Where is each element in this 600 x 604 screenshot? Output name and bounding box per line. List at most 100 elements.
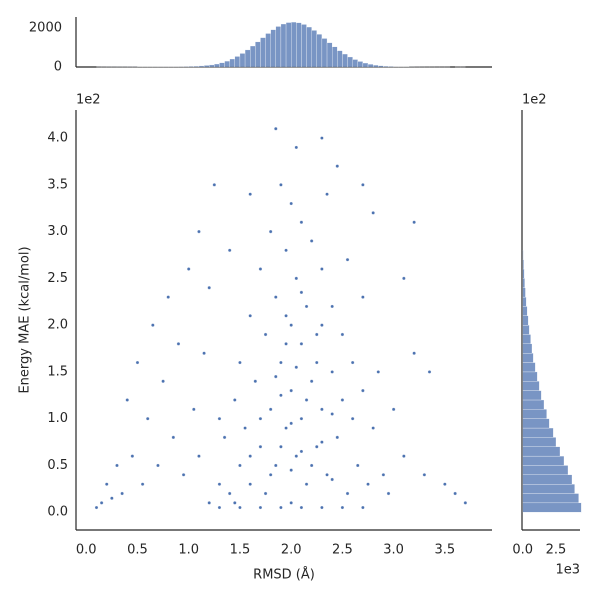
hist-bar bbox=[353, 60, 358, 68]
scatter-point bbox=[264, 333, 267, 336]
scatter-point bbox=[172, 436, 175, 439]
y-tick-label: 0.5 bbox=[47, 458, 68, 473]
x-tick-label: 2.0 bbox=[281, 543, 302, 558]
scatter-point bbox=[320, 408, 323, 411]
right-hist-x-offset-label: 1e3 bbox=[555, 563, 580, 578]
hist-bar bbox=[337, 51, 342, 67]
y-tick-label: 0 bbox=[54, 60, 62, 75]
scatter-point bbox=[310, 464, 313, 467]
scatter-point bbox=[300, 450, 303, 453]
scatter-point bbox=[310, 380, 313, 383]
y-tick-label: 2.5 bbox=[47, 271, 68, 286]
hist-bar bbox=[250, 46, 255, 67]
scatter-point bbox=[351, 361, 354, 364]
scatter-point bbox=[315, 333, 318, 336]
scatter-point bbox=[167, 295, 170, 298]
scatter-point bbox=[121, 492, 124, 495]
scatter-point bbox=[361, 506, 364, 509]
y-tick-label: 2.0 bbox=[47, 318, 68, 333]
hist-bar bbox=[194, 66, 199, 67]
scatter-point bbox=[300, 506, 303, 509]
hist-bar bbox=[332, 47, 337, 67]
scatter-point bbox=[356, 464, 359, 467]
scatter-point bbox=[331, 412, 334, 415]
hist-bar bbox=[368, 64, 373, 67]
scatter-point bbox=[279, 183, 282, 186]
hist-bar bbox=[245, 50, 250, 67]
scatter-point bbox=[284, 249, 287, 252]
scatter-point bbox=[218, 506, 221, 509]
scatter-point bbox=[233, 501, 236, 504]
hist-bar bbox=[358, 61, 363, 67]
hist-bar bbox=[523, 428, 554, 437]
scatter-point bbox=[238, 506, 241, 509]
scatter-point bbox=[366, 483, 369, 486]
y-axis-label: Energy MAE (kcal/mol) bbox=[18, 246, 33, 393]
scatter-point bbox=[259, 267, 262, 270]
hist-bar bbox=[255, 42, 260, 67]
hist-bar bbox=[523, 288, 526, 297]
hist-bar bbox=[286, 23, 291, 67]
y-offset-label: 1e2 bbox=[76, 93, 101, 108]
scatter-point bbox=[238, 464, 241, 467]
scatter-point bbox=[264, 492, 267, 495]
scatter-point bbox=[454, 492, 457, 495]
scatter-point bbox=[223, 436, 226, 439]
scatter-point bbox=[413, 221, 416, 224]
scatter-point bbox=[310, 239, 313, 242]
scatter-point bbox=[218, 483, 221, 486]
y-tick-label: 1.0 bbox=[47, 411, 68, 426]
scatter-point bbox=[361, 295, 364, 298]
y-tick-label: 4.0 bbox=[47, 131, 68, 146]
x-axis-label: RMSD (Å) bbox=[253, 567, 315, 583]
hist-bar bbox=[327, 43, 332, 67]
scatter-point bbox=[274, 295, 277, 298]
hist-bar bbox=[307, 27, 312, 67]
hist-bar bbox=[523, 372, 538, 381]
hist-bar bbox=[523, 363, 536, 372]
y-tick-label: 3.5 bbox=[47, 177, 68, 192]
scatter-point bbox=[464, 501, 467, 504]
scatter-point bbox=[238, 361, 241, 364]
scatter-point bbox=[274, 375, 277, 378]
hist-bar bbox=[523, 297, 527, 306]
scatter-point bbox=[320, 506, 323, 509]
hist-bar bbox=[230, 59, 235, 67]
scatter-point bbox=[131, 455, 134, 458]
hist-bar bbox=[322, 38, 327, 67]
y-tick-label: 2000 bbox=[29, 20, 62, 35]
scatter-point bbox=[187, 267, 190, 270]
scatter-point bbox=[279, 506, 282, 509]
scatter-point bbox=[290, 501, 293, 504]
hist-bar bbox=[523, 503, 582, 512]
scatter-point bbox=[428, 370, 431, 373]
scatter-point bbox=[279, 361, 282, 364]
hist-bar bbox=[523, 306, 528, 315]
scatter-point bbox=[249, 483, 252, 486]
scatter-point bbox=[402, 277, 405, 280]
hist-bar bbox=[523, 400, 544, 409]
hist-bar bbox=[523, 475, 572, 484]
hist-bar bbox=[389, 66, 394, 67]
scatter-point bbox=[115, 464, 118, 467]
x-tick-label: 0.0 bbox=[512, 543, 533, 558]
y-tick-label: 0.0 bbox=[47, 505, 68, 520]
scatter-point bbox=[177, 342, 180, 345]
hist-bar bbox=[523, 437, 556, 446]
hist-bar bbox=[523, 260, 524, 269]
scatter-point bbox=[290, 389, 293, 392]
scatter-point bbox=[341, 333, 344, 336]
scatter-point bbox=[279, 394, 282, 397]
hist-bar bbox=[342, 54, 347, 67]
hist-bar bbox=[301, 24, 306, 67]
scatter-point bbox=[274, 464, 277, 467]
hist-bar bbox=[523, 447, 560, 456]
scatter-point bbox=[249, 193, 252, 196]
hist-bar bbox=[523, 344, 532, 353]
scatter-point bbox=[315, 361, 318, 364]
hist-bar bbox=[209, 65, 214, 67]
scatter-point bbox=[259, 506, 262, 509]
hist-bar bbox=[523, 353, 534, 362]
scatter-point bbox=[141, 483, 144, 486]
